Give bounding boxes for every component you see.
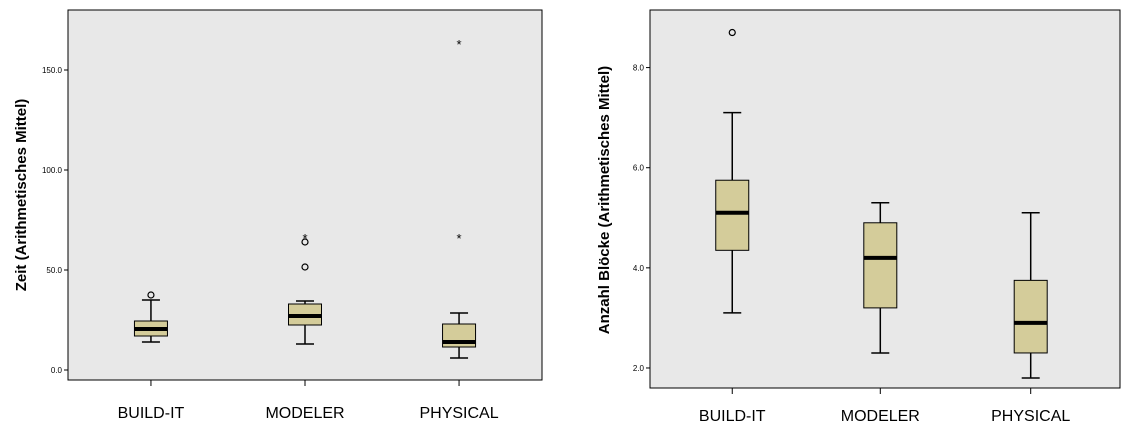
outlier-circle — [301, 263, 309, 271]
chart-left: 0.0 50.0 100.0 150.0 Zeit (Arithmetisches Mi… — [13, 9, 543, 422]
x-category-label: BUILD-IT — [118, 405, 185, 422]
y-tick-label: 8.0 — [633, 64, 645, 73]
y-tick-label: 150.0 — [42, 66, 63, 75]
chart-right: 2.0 4.0 6.0 8.0 Anzahl Blöcke (Arithmetische… — [596, 9, 1121, 425]
x-category-label: MODELER — [265, 405, 344, 422]
y-axis-title: Anzahl Blöcke (Arithmetisches Mittel) — [596, 66, 613, 334]
x-category-label: PHYSICAL — [419, 405, 498, 422]
outlier-star: * — [302, 231, 307, 246]
box-iqr — [715, 179, 750, 251]
y-axis-title: Zeit (Arithmetisches Mittel) — [13, 99, 30, 292]
outlier-circle — [301, 238, 309, 246]
box-iqr — [863, 222, 898, 309]
y-tick-label: 4.0 — [633, 264, 645, 273]
outlier-star: * — [457, 231, 462, 246]
y-tick-label: 6.0 — [633, 164, 645, 173]
y-tick-label: 0.0 — [51, 366, 63, 375]
y-tick-label: 100.0 — [42, 166, 63, 175]
x-category-label: BUILD-IT — [699, 408, 766, 425]
outlier-star: * — [457, 37, 462, 52]
x-category-label: MODELER — [841, 408, 920, 425]
outlier-circle — [728, 28, 736, 37]
box-iqr — [1013, 279, 1048, 354]
x-category-label: PHYSICAL — [991, 408, 1070, 425]
outlier-circle — [147, 291, 155, 299]
y-tick-label: 50.0 — [46, 266, 62, 275]
y-tick-label: 2.0 — [633, 364, 645, 373]
